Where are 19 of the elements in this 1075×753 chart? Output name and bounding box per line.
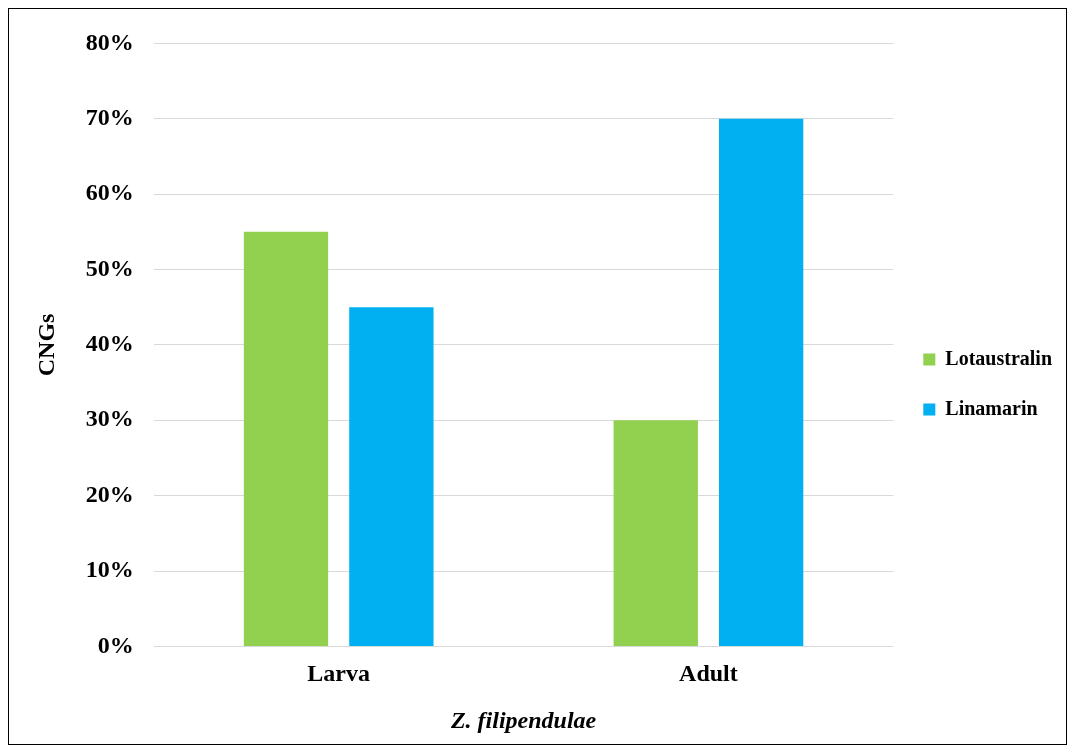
y-tick-label: 30% — [85, 405, 134, 432]
legend-label: Linamarin — [945, 396, 1038, 419]
bar — [349, 307, 434, 646]
y-axis-title: CNGs — [32, 313, 59, 377]
y-tick-label: 50% — [85, 254, 134, 281]
x-tick-label: Adult — [679, 660, 738, 686]
y-tick-label: 0% — [97, 631, 134, 658]
y-tick-label: 70% — [85, 103, 134, 130]
y-tick-label: 40% — [85, 330, 134, 357]
legend-label: Lotaustralin — [945, 346, 1053, 369]
y-tick-label: 80% — [85, 28, 134, 55]
x-axis-title: Z. filipendulae — [449, 706, 597, 733]
y-tick-label: 20% — [85, 480, 134, 507]
y-tick-label: 60% — [85, 179, 134, 206]
bar — [243, 231, 329, 646]
y-tick-label: 10% — [85, 556, 134, 583]
bar — [718, 118, 804, 646]
bar — [613, 420, 698, 646]
x-tick-label: Larva — [307, 660, 371, 686]
